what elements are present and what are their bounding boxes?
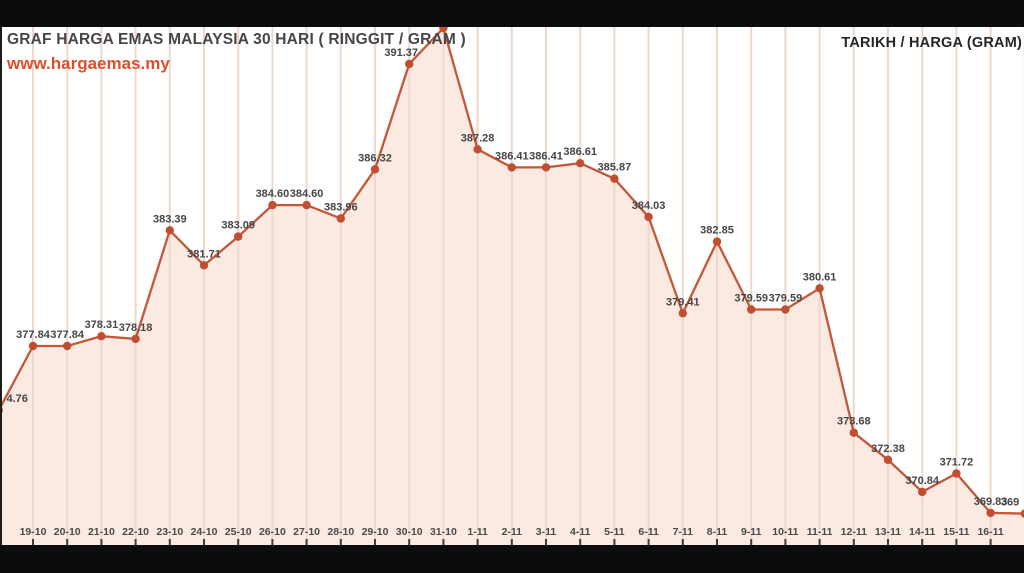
date-label: 14-11 bbox=[909, 526, 935, 538]
value-label: 384.60 bbox=[256, 188, 290, 200]
date-label: 19-10 bbox=[20, 526, 47, 538]
date-label: 12-11 bbox=[841, 526, 867, 538]
data-point bbox=[781, 305, 790, 314]
date-label: 31-10 bbox=[430, 526, 457, 538]
date-label: 8-11 bbox=[707, 526, 728, 538]
value-label: 377.84 bbox=[16, 329, 51, 341]
value-label: 384.60 bbox=[290, 188, 324, 200]
data-point bbox=[405, 59, 414, 69]
date-label: 10-11 bbox=[772, 526, 798, 538]
date-label: 5-11 bbox=[604, 526, 625, 538]
date-label: 9-11 bbox=[741, 526, 762, 538]
value-label: 383.96 bbox=[324, 202, 358, 214]
data-point bbox=[97, 332, 106, 341]
value-label: 369.83 bbox=[974, 496, 1008, 508]
date-label: 16-11 bbox=[977, 526, 1003, 538]
value-label: 372.38 bbox=[871, 443, 905, 455]
data-point bbox=[986, 508, 995, 518]
data-point bbox=[1020, 509, 1024, 518]
value-label: 382.85 bbox=[700, 225, 734, 237]
data-point bbox=[370, 165, 380, 174]
data-point bbox=[507, 163, 516, 172]
data-point bbox=[610, 174, 619, 183]
date-label: 22-10 bbox=[122, 526, 149, 538]
data-point bbox=[815, 284, 824, 293]
date-label: 13-11 bbox=[875, 526, 901, 538]
chart-left-border bbox=[0, 27, 2, 545]
data-point bbox=[336, 214, 345, 223]
data-point bbox=[439, 27, 448, 33]
value-label: 379.59 bbox=[769, 293, 803, 305]
data-point bbox=[678, 309, 687, 318]
axis-legend-label: TARIKH / HARGA (GRAM) bbox=[841, 35, 1022, 51]
value-label: 377.84 bbox=[50, 329, 85, 341]
date-label: 3-11 bbox=[536, 526, 557, 538]
value-label: 384.03 bbox=[632, 200, 666, 212]
bottom-letterbox-bar bbox=[0, 545, 1024, 573]
value-label: 386.41 bbox=[529, 150, 563, 162]
value-label: 379.41 bbox=[666, 296, 700, 308]
date-label: 24-10 bbox=[191, 526, 218, 538]
value-label: 378.31 bbox=[85, 319, 119, 331]
data-point bbox=[302, 200, 311, 210]
date-label: 29-10 bbox=[362, 526, 389, 538]
value-label: 386.32 bbox=[358, 152, 392, 164]
value-label: 386.41 bbox=[495, 150, 529, 162]
value-label: 383.09 bbox=[221, 220, 255, 232]
date-label: 15-11 bbox=[943, 526, 969, 538]
date-label: 21-10 bbox=[88, 526, 115, 538]
date-label: 20-10 bbox=[54, 526, 81, 538]
date-label: 23-10 bbox=[156, 526, 183, 538]
date-label: 1-11 bbox=[467, 526, 488, 538]
data-point bbox=[952, 469, 961, 478]
data-point bbox=[199, 261, 209, 270]
date-label: 7-11 bbox=[673, 526, 694, 538]
chart-area: 4.76 377.84 377.84 378.31 378.18 383.39 381.71… bbox=[0, 27, 1024, 545]
value-label: 369 bbox=[1001, 497, 1019, 509]
date-label: 26-10 bbox=[259, 526, 286, 538]
value-label: 381.71 bbox=[187, 248, 221, 260]
data-point bbox=[849, 428, 858, 437]
date-label: 28-10 bbox=[327, 526, 354, 538]
data-point bbox=[747, 305, 756, 314]
date-label: 11-11 bbox=[807, 526, 833, 538]
website-link[interactable]: www.hargaemas.my bbox=[7, 54, 170, 73]
date-label: 30-10 bbox=[396, 526, 423, 538]
value-label: 378.18 bbox=[119, 322, 153, 334]
data-point bbox=[28, 341, 38, 351]
value-label: 383.39 bbox=[153, 213, 187, 225]
value-label: 387.28 bbox=[461, 132, 495, 144]
value-label: 380.61 bbox=[803, 271, 837, 283]
data-point bbox=[473, 145, 482, 154]
data-point bbox=[541, 163, 551, 172]
value-label: 371.72 bbox=[940, 457, 974, 469]
date-label: 2-11 bbox=[502, 526, 523, 538]
data-point bbox=[165, 226, 174, 235]
date-label: 27-10 bbox=[293, 526, 320, 538]
value-label: 385.87 bbox=[598, 162, 632, 174]
data-point bbox=[131, 334, 140, 344]
date-label: 4-11 bbox=[570, 526, 591, 538]
data-point bbox=[576, 159, 585, 168]
data-point bbox=[883, 455, 893, 464]
data-point bbox=[234, 232, 243, 241]
data-point bbox=[268, 200, 277, 210]
top-letterbox-bar bbox=[0, 0, 1024, 27]
date-label: 6-11 bbox=[638, 526, 659, 538]
data-point bbox=[644, 212, 653, 222]
date-label: 25-10 bbox=[225, 526, 252, 538]
data-point bbox=[918, 487, 927, 497]
data-point bbox=[62, 341, 72, 351]
value-label: 379.59 bbox=[734, 293, 768, 305]
page-title: GRAF HARGA EMAS MALAYSIA 30 HARI ( RINGG… bbox=[7, 31, 466, 48]
value-label: 386.61 bbox=[563, 146, 597, 158]
value-label: 4.76 bbox=[6, 393, 27, 405]
value-label: 391.37 bbox=[384, 47, 418, 59]
value-label: 373.68 bbox=[837, 416, 871, 428]
data-point bbox=[712, 237, 722, 246]
value-label: 370.84 bbox=[905, 475, 940, 487]
